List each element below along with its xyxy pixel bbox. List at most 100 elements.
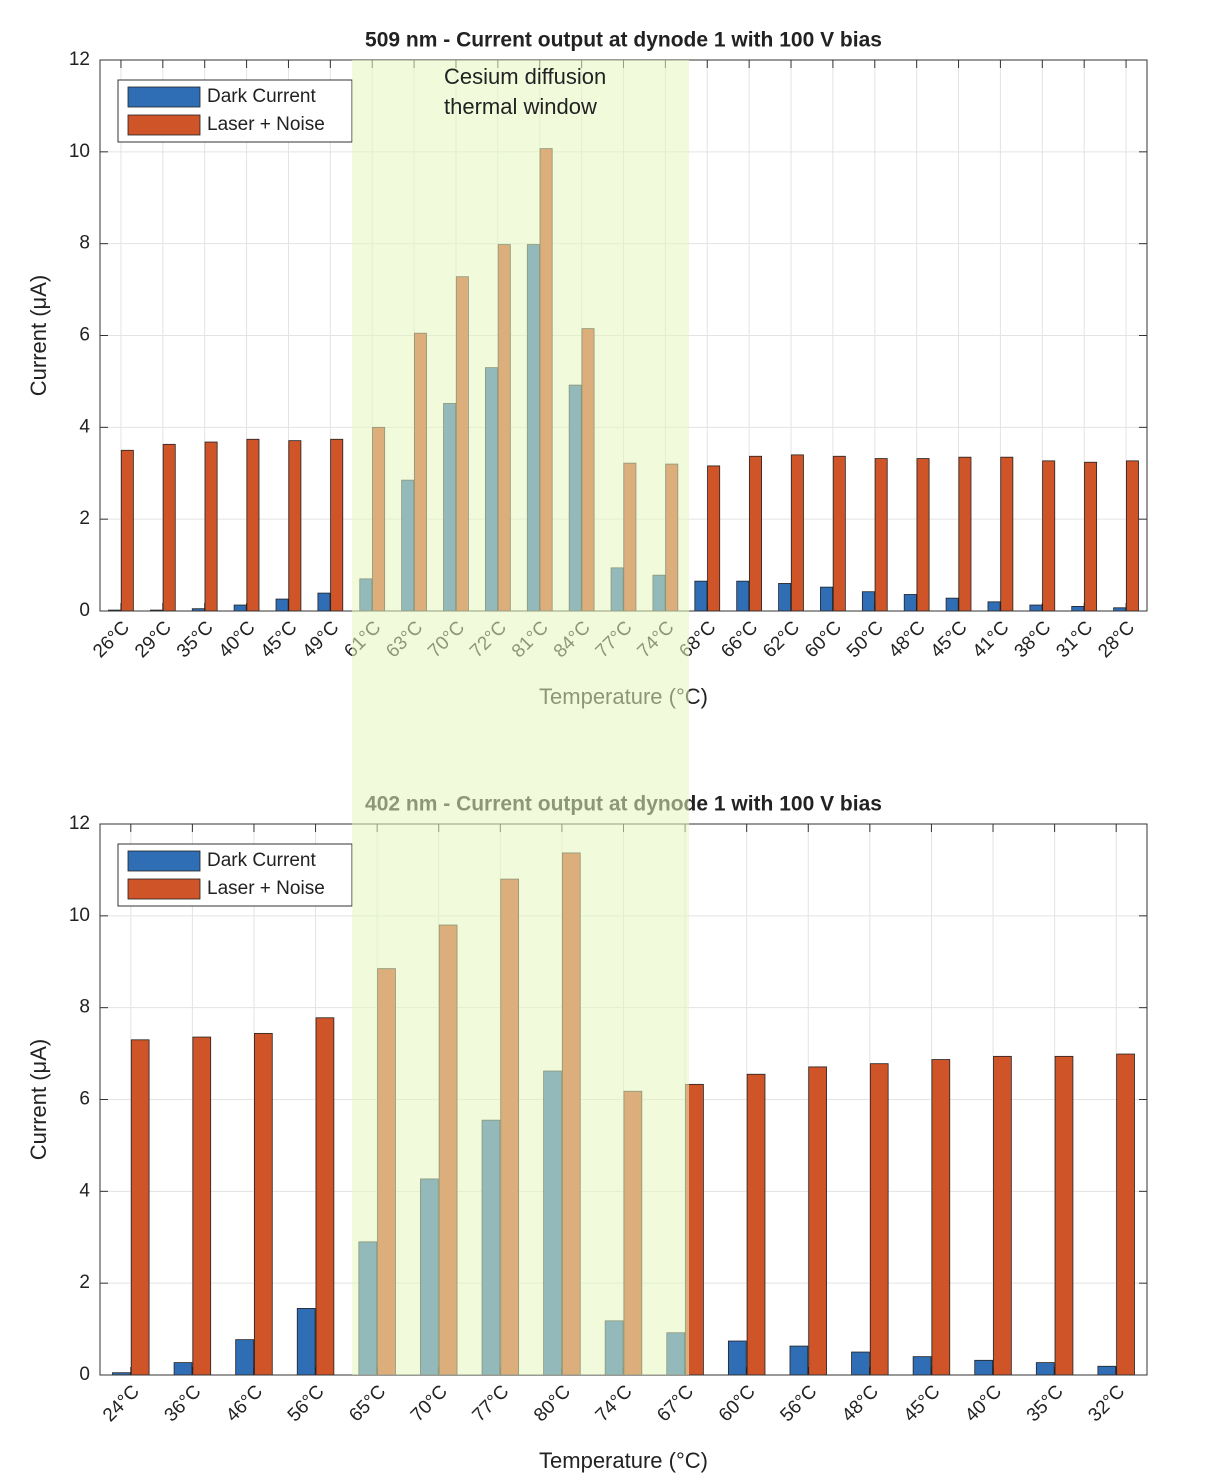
- y-tick-label: 10: [69, 905, 90, 926]
- bar: [192, 1036, 212, 1376]
- bar: [1054, 1055, 1074, 1376]
- x-tick-label: 40°C: [961, 1381, 1006, 1426]
- bar: [808, 1066, 827, 1376]
- x-axis-label: Temperature (°C): [539, 1448, 708, 1473]
- y-tick-label: 0: [79, 1364, 90, 1385]
- bar: [254, 1032, 273, 1376]
- y-tick-label: 6: [79, 1089, 90, 1110]
- x-tick-label: 46°C: [222, 1381, 267, 1426]
- bar: [958, 456, 972, 612]
- bar: [1071, 606, 1085, 612]
- bar: [912, 1356, 932, 1376]
- x-tick-label: 38°C: [1011, 617, 1056, 662]
- bar: [916, 458, 930, 612]
- thermal-window: [352, 60, 689, 1375]
- x-tick-label: 45°C: [257, 617, 302, 662]
- bar: [1125, 460, 1139, 612]
- x-tick-label: 41°C: [969, 617, 1014, 662]
- x-tick-label: 56°C: [284, 1381, 329, 1426]
- bar: [707, 465, 721, 612]
- bar: [204, 441, 218, 612]
- legend-label: Dark Current: [207, 850, 316, 871]
- x-tick-label: 45°C: [900, 1381, 945, 1426]
- y-tick-label: 2: [79, 508, 90, 529]
- chart-title: 509 nm - Current output at dynode 1 with…: [365, 29, 882, 52]
- legend-label: Laser + Noise: [207, 878, 325, 899]
- x-tick-label: 40°C: [215, 617, 260, 662]
- bar: [851, 1351, 870, 1376]
- y-axis-label: Current (μA): [26, 1039, 51, 1160]
- bar: [746, 1073, 766, 1376]
- x-tick-label: 45°C: [927, 617, 972, 662]
- bar: [749, 455, 762, 612]
- bar: [315, 1017, 335, 1376]
- annotation: thermal window: [444, 94, 597, 119]
- annotation: Cesium diffusion: [444, 64, 606, 89]
- bar: [173, 1362, 193, 1376]
- x-tick-label: 49°C: [299, 617, 344, 662]
- y-tick-label: 2: [79, 1272, 90, 1293]
- bar: [130, 1039, 150, 1376]
- bar: [931, 1059, 951, 1376]
- bar: [820, 586, 833, 612]
- x-tick-label: 77°C: [469, 1381, 514, 1426]
- bar: [235, 1339, 254, 1376]
- bar: [1035, 1362, 1055, 1376]
- x-tick-label: 28°C: [1094, 617, 1139, 662]
- bar: [162, 443, 176, 612]
- y-tick-label: 0: [79, 600, 90, 621]
- x-tick-label: 35°C: [1023, 1381, 1068, 1426]
- bar: [790, 454, 804, 612]
- bar: [869, 1063, 889, 1376]
- bar: [987, 601, 1001, 612]
- bar: [1000, 456, 1014, 612]
- x-tick-label: 48°C: [838, 1381, 883, 1426]
- bar: [317, 592, 331, 612]
- bar: [1097, 1365, 1117, 1376]
- y-tick-label: 8: [79, 997, 90, 1018]
- x-tick-label: 62°C: [759, 617, 804, 662]
- bar: [296, 1308, 316, 1376]
- y-axis-label: Current (μA): [26, 275, 51, 396]
- x-tick-label: 56°C: [776, 1381, 821, 1426]
- bar: [120, 449, 134, 612]
- bar: [861, 591, 875, 612]
- x-tick-label: 31°C: [1052, 617, 1097, 662]
- x-tick-label: 70°C: [407, 1381, 452, 1426]
- bar: [1042, 460, 1056, 612]
- y-tick-label: 6: [79, 325, 90, 346]
- y-tick-label: 10: [69, 141, 90, 162]
- x-tick-label: 36°C: [161, 1381, 206, 1426]
- bar: [330, 438, 344, 612]
- legend-label: Dark Current: [207, 86, 316, 107]
- bar: [945, 597, 959, 612]
- x-tick-label: 65°C: [345, 1381, 390, 1426]
- y-tick-label: 8: [79, 233, 90, 254]
- x-tick-label: 67°C: [653, 1381, 698, 1426]
- x-tick-label: 24°C: [99, 1381, 144, 1426]
- x-tick-label: 60°C: [801, 617, 846, 662]
- y-tick-label: 4: [79, 1180, 90, 1201]
- bar: [903, 594, 917, 612]
- x-tick-label: 74°C: [592, 1381, 637, 1426]
- x-tick-label: 60°C: [715, 1381, 760, 1426]
- x-tick-label: 50°C: [843, 617, 888, 662]
- bar: [727, 1340, 747, 1376]
- bar: [694, 580, 708, 612]
- x-tick-label: 26°C: [89, 617, 134, 662]
- x-tick-label: 32°C: [1084, 1381, 1129, 1426]
- bar: [736, 580, 750, 612]
- x-tick-label: 29°C: [131, 617, 176, 662]
- bar: [974, 1359, 993, 1376]
- bar: [789, 1345, 809, 1376]
- y-tick-label: 4: [79, 416, 90, 437]
- x-tick-label: 48°C: [885, 617, 930, 662]
- bar: [778, 583, 792, 612]
- x-tick-label: 35°C: [173, 617, 218, 662]
- legend-swatch: [127, 878, 201, 900]
- legend-swatch: [127, 850, 201, 872]
- y-tick-label: 12: [69, 49, 90, 70]
- bar: [275, 598, 289, 612]
- bar: [874, 458, 888, 612]
